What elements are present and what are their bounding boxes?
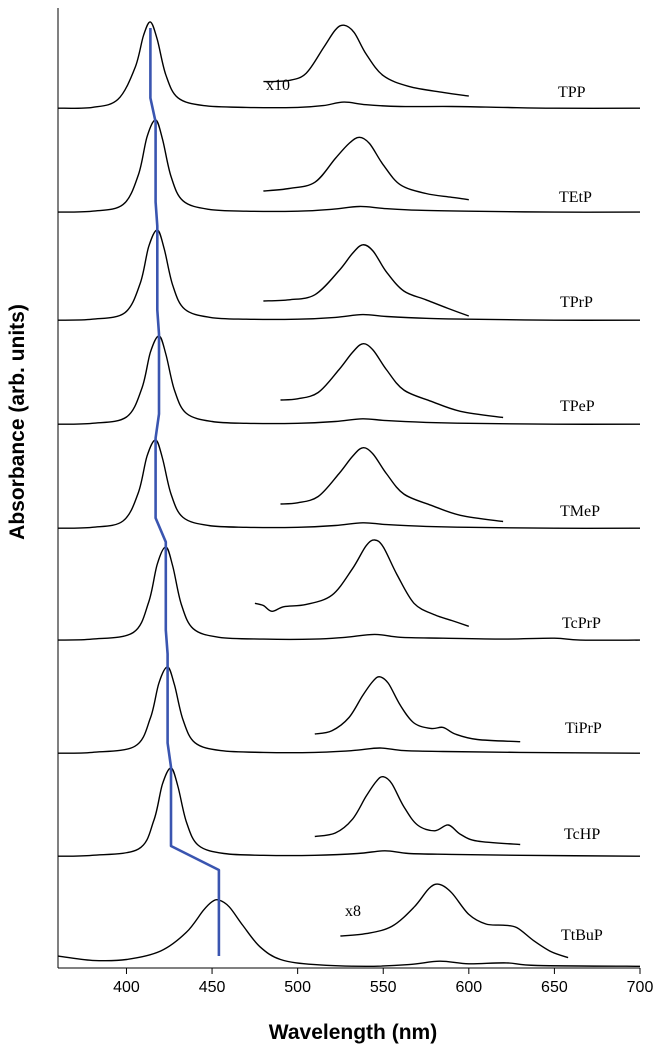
series-label-tprp: TPrP <box>560 294 593 311</box>
expanded-qband-line-ttbup <box>340 883 569 959</box>
magnification-label: x8 <box>345 903 361 920</box>
expanded-qband-line-tprp <box>263 244 470 317</box>
magnification-label: x10 <box>266 77 290 94</box>
x-tick-label: 550 <box>370 979 397 996</box>
expanded-qband-line-tetp <box>263 136 469 201</box>
series-labels: TPP x10 TEtP TPrP TPeP TMeP TcPrP TiPrP TcHP TtBu… <box>266 77 603 944</box>
series-label-tiprp: TiPrP <box>565 720 602 737</box>
x-tick-label: 450 <box>199 979 226 996</box>
spectrum-line-tpep <box>57 335 641 425</box>
spectrum-line-tetp <box>57 119 641 213</box>
x-tick-label: 400 <box>113 979 140 996</box>
series-label-tmep: TMeP <box>560 503 600 520</box>
spectrum-line-ttbup <box>57 898 641 968</box>
spectrum-line-tcprp <box>57 546 641 641</box>
series-label-tpp: TPP <box>558 84 586 101</box>
spectrum-line-tiprp <box>57 666 641 754</box>
axes: 400 450 500 550 600 650 700 <box>57 8 653 996</box>
spectrum-line-tpp <box>57 21 641 109</box>
soret-peak-trend-line <box>149 28 221 956</box>
expanded-qband-line-tcprp <box>254 539 470 627</box>
spectrum-line-tmep <box>57 439 641 529</box>
raw-spectra <box>57 21 641 968</box>
expanded-qband-line-tiprp <box>314 676 521 743</box>
y-axis-title: Absorbance (arb. units) <box>6 304 29 540</box>
expanded-qband-line-tmep <box>280 447 504 523</box>
x-tick-label: 650 <box>541 979 568 996</box>
spectrum-line-tprp <box>57 229 641 321</box>
x-tick-label: 600 <box>455 979 482 996</box>
soret-trend <box>149 28 221 956</box>
series-label-tcprp: TcPrP <box>562 615 601 632</box>
spectrum-line-tchp <box>57 767 641 857</box>
expanded-qband-line-tchp <box>314 775 521 846</box>
series-label-ttbup: TtBuP <box>561 927 603 944</box>
series-label-tpep: TPeP <box>560 398 595 415</box>
x-axis-ticks: 400 450 500 550 600 650 700 <box>113 968 653 996</box>
expanded-qband-line-tpp <box>263 24 469 97</box>
expanded-spectra <box>254 24 569 959</box>
expanded-qband-line-tpep <box>280 343 504 419</box>
series-label-tetp: TEtP <box>559 189 592 206</box>
x-tick-label: 700 <box>627 979 654 996</box>
x-tick-label: 500 <box>284 979 311 996</box>
x-axis-title: Wavelength (nm) <box>269 1021 437 1044</box>
series-label-tchp: TcHP <box>564 826 600 843</box>
